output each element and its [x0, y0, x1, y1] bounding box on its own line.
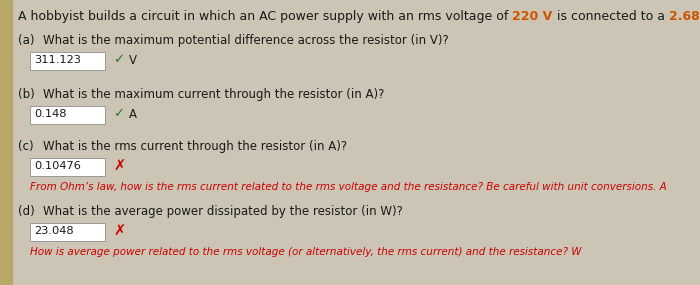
Text: 23.048: 23.048 — [34, 226, 74, 236]
Text: What is the maximum potential difference across the resistor (in V)?: What is the maximum potential difference… — [43, 34, 449, 47]
Text: 0.148: 0.148 — [34, 109, 66, 119]
Text: What is the average power dissipated by the resistor (in W)?: What is the average power dissipated by … — [43, 205, 403, 218]
Text: (c): (c) — [18, 140, 34, 153]
Text: A hobbyist builds a circuit in which an AC power supply with an rms voltage of: A hobbyist builds a circuit in which an … — [18, 10, 512, 23]
FancyBboxPatch shape — [30, 158, 105, 176]
Text: What is the rms current through the resistor (in A)?: What is the rms current through the resi… — [43, 140, 347, 153]
Text: 0.10476: 0.10476 — [34, 161, 81, 171]
FancyBboxPatch shape — [30, 106, 105, 124]
FancyBboxPatch shape — [30, 52, 105, 70]
Text: is connected to a: is connected to a — [552, 10, 668, 23]
Text: A: A — [129, 107, 137, 121]
Text: 2.68 kΩ: 2.68 kΩ — [668, 10, 700, 23]
Text: ✓: ✓ — [113, 107, 124, 121]
Text: What is the maximum current through the resistor (in A)?: What is the maximum current through the … — [43, 88, 384, 101]
Bar — [0, 0, 12, 285]
Text: 220 V: 220 V — [512, 10, 552, 23]
Text: From Ohm’s law, how is the rms current related to the rms voltage and the resist: From Ohm’s law, how is the rms current r… — [30, 182, 666, 192]
Text: ✓: ✓ — [113, 54, 124, 66]
Text: (b): (b) — [18, 88, 35, 101]
Text: 311.123: 311.123 — [34, 55, 81, 65]
Text: (d): (d) — [18, 205, 35, 218]
FancyBboxPatch shape — [30, 223, 105, 241]
Text: V: V — [129, 54, 137, 66]
Text: ✗: ✗ — [113, 158, 125, 174]
Text: How is average power related to the rms voltage (or alternatively, the rms curre: How is average power related to the rms … — [30, 247, 582, 257]
Text: ✗: ✗ — [113, 223, 125, 239]
Text: (a): (a) — [18, 34, 34, 47]
